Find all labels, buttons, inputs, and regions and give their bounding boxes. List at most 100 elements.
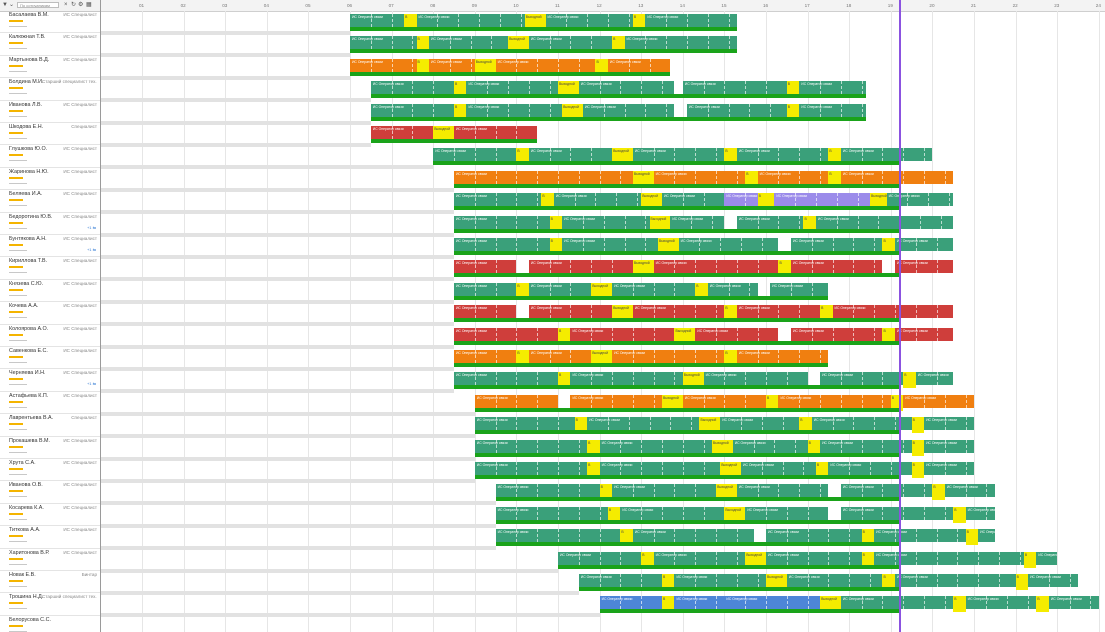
day-off-block[interactable]: В xyxy=(612,36,625,53)
employee-row[interactable]: Мартынова В.Д. ИС Специалист xyxy=(0,56,100,79)
employee-row[interactable]: Лаврентьева В.А. Специалист xyxy=(0,414,100,437)
extra-link[interactable]: +1 ⇆ xyxy=(86,224,96,230)
shift-bar[interactable]: ИС Оператор связи xyxy=(965,506,995,520)
shift-bar[interactable]: ИС Оператор связи xyxy=(454,327,558,341)
shift-bar[interactable]: ИС Оператор связи xyxy=(703,372,808,386)
shift-bar[interactable]: ИС Оператор связи xyxy=(732,439,808,453)
day-off-block[interactable]: Выходной xyxy=(612,148,633,165)
day-off-block[interactable]: B xyxy=(620,529,633,546)
shift-bar[interactable]: ИС Оператор связи xyxy=(766,551,862,565)
shift-bar[interactable]: ИС Оператор связи xyxy=(741,462,816,475)
shift-bar[interactable]: ИС Оператор связи xyxy=(670,215,725,229)
day-off-block[interactable]: В xyxy=(695,282,708,299)
shift-bar[interactable]: ИС Оператор связи xyxy=(454,170,633,184)
employee-name[interactable]: Жаринова Н.Ю. xyxy=(9,168,49,175)
shift-bar[interactable]: ИС Оператор связи xyxy=(466,103,563,117)
employee-row[interactable]: Астафьева К.П. ИС Специалист xyxy=(0,392,100,415)
day-off-block[interactable]: В xyxy=(724,305,737,322)
day-off-block[interactable]: В xyxy=(828,170,841,187)
employee-name[interactable]: Кочева А.А. xyxy=(9,303,39,310)
day-off-block[interactable]: Выходной xyxy=(641,193,662,210)
shift-bar[interactable]: ИС Оператор связи xyxy=(840,148,933,162)
shift-bar[interactable]: ИС Оператор связи xyxy=(786,574,883,587)
shift-bar[interactable]: ИС Оператор связи xyxy=(474,439,588,453)
shift-bar[interactable]: ИС Оператор связи xyxy=(495,529,621,543)
employee-row[interactable]: Кириллова Т.В. ИС Специалист xyxy=(0,257,100,280)
day-off-block[interactable]: В xyxy=(932,484,945,501)
day-off-block[interactable]: Выходной xyxy=(612,305,633,322)
day-off-block[interactable]: Выходной xyxy=(720,462,742,478)
shift-bar[interactable]: ИС Оператор связи xyxy=(562,238,658,251)
shift-bar[interactable]: ИС Оператор связи xyxy=(978,529,995,543)
employee-name[interactable]: Мартынова В.Д. xyxy=(9,56,50,63)
day-off-block[interactable]: Выходной xyxy=(870,193,887,210)
extra-link[interactable]: +1 ⇆ xyxy=(86,247,96,252)
employee-row[interactable]: Харитонова В.Р. ИС Специалист xyxy=(0,549,100,571)
shift-bar[interactable]: ИС Оператор связи xyxy=(350,58,417,72)
shift-bar[interactable]: ИС Оператор связи xyxy=(874,551,1024,565)
shift-bar[interactable]: ИС Оператор связи xyxy=(433,148,517,162)
shift-bar[interactable]: ИС Оператор связи xyxy=(790,238,883,251)
employee-row[interactable]: Трошина Н.Д. Старший специалист тех... xyxy=(0,593,100,616)
shift-bar[interactable]: ИС Оператор связи xyxy=(674,596,725,610)
day-off-block[interactable]: В xyxy=(882,574,895,590)
shift-bar[interactable]: ИС Оператор связи xyxy=(528,282,592,296)
shift-bar[interactable]: ИС Оператор связи xyxy=(736,215,804,229)
shift-bar[interactable]: ИС Оператор связи xyxy=(570,372,683,386)
shift-bar[interactable]: ИС Оператор связи xyxy=(454,193,542,207)
columns-icon[interactable]: ▦ xyxy=(86,2,92,8)
employee-row[interactable]: Бедоротина Ю.В. ИС Специалист +1 ⇆ xyxy=(0,213,100,235)
employee-row[interactable]: Прокашева В.М. ИС Специалист xyxy=(0,437,100,459)
day-off-block[interactable]: B xyxy=(599,484,613,501)
day-off-block[interactable]: B xyxy=(454,103,467,120)
day-off-block[interactable]: Выходной xyxy=(716,484,737,501)
shift-bar[interactable]: ИС Оператор связи xyxy=(736,484,829,498)
shift-bar[interactable]: ИС Оператор связи xyxy=(774,193,870,207)
employee-name[interactable]: Кириллова Т.В. xyxy=(9,258,48,265)
day-off-block[interactable]: Выходной xyxy=(711,439,733,456)
employee-name[interactable]: Беляева И.А. xyxy=(9,191,43,198)
shift-bar[interactable]: ИС Оператор связи xyxy=(528,305,613,319)
shift-bar[interactable]: ИС Оператор связи xyxy=(678,238,779,251)
day-off-block[interactable]: Выходной xyxy=(699,417,721,434)
shift-bar[interactable]: ИС Оператор связи xyxy=(653,551,746,565)
shift-bar[interactable]: ИС Оператор связи xyxy=(632,148,725,162)
shift-bar[interactable]: ИС Оператор связи xyxy=(599,462,721,475)
shift-bar[interactable]: ИС Оператор связи xyxy=(495,506,608,520)
employee-row[interactable]: Новак Е.В. Бинтар xyxy=(0,571,100,594)
shift-bar[interactable]: ИС Оператор связи xyxy=(790,260,883,274)
shift-bar[interactable]: ИС Оператор связи xyxy=(944,484,995,498)
shift-bar[interactable]: ИС Оператор связи xyxy=(454,305,517,319)
shift-bar[interactable]: ИС Оператор связи xyxy=(799,103,866,117)
day-off-block[interactable]: Выходной xyxy=(724,506,746,523)
shift-bar[interactable]: ИС Оператор связи xyxy=(587,417,700,431)
shift-bar[interactable]: ИС Оператор связи xyxy=(924,417,974,431)
shift-bar[interactable]: ИС Оператор связи xyxy=(915,372,954,386)
day-off-block[interactable]: В xyxy=(632,14,646,30)
day-off-block[interactable]: B xyxy=(587,439,600,456)
shift-bar[interactable]: ИС Оператор связи xyxy=(724,596,821,610)
shift-bar[interactable]: ИС Оператор связи xyxy=(1048,596,1099,610)
day-off-block[interactable]: B xyxy=(587,462,600,478)
shift-bar[interactable]: ИС Оператор связи xyxy=(474,462,588,475)
day-off-block[interactable]: Выходной xyxy=(662,394,683,411)
shift-bar[interactable]: ИС Оператор связи xyxy=(674,574,766,587)
day-off-block[interactable]: Выходной xyxy=(433,126,454,142)
employee-name[interactable]: Колоярова А.О. xyxy=(9,325,49,332)
employee-row[interactable]: Жаринова Н.Ю. ИС Специалист xyxy=(0,168,100,191)
shift-bar[interactable]: ИС Оператор связи xyxy=(612,484,717,498)
shift-bar[interactable]: ИС Оператор связи xyxy=(474,394,558,408)
day-off-block[interactable]: В xyxy=(595,58,608,75)
shift-bar[interactable]: ИС Оператор связи xyxy=(474,417,575,431)
shift-bar[interactable]: ИС Оператор связи xyxy=(736,148,829,162)
shift-bar[interactable]: ИС Оператор связи xyxy=(924,439,974,453)
employee-name[interactable]: Лаврентьева В.А. xyxy=(9,415,54,422)
shift-bar[interactable]: ИС Оператор связи xyxy=(454,282,517,296)
shift-bar[interactable]: ИС Оператор связи xyxy=(662,193,725,207)
shift-bar[interactable]: ИС Оператор связи xyxy=(682,394,766,408)
shift-bar[interactable]: ИС Оператор связи xyxy=(653,170,746,184)
day-off-block[interactable]: Выходной xyxy=(562,103,583,120)
day-off-block[interactable]: В xyxy=(799,417,812,434)
day-off-block[interactable]: В xyxy=(820,305,833,322)
day-off-block[interactable]: Выходной xyxy=(558,81,579,98)
